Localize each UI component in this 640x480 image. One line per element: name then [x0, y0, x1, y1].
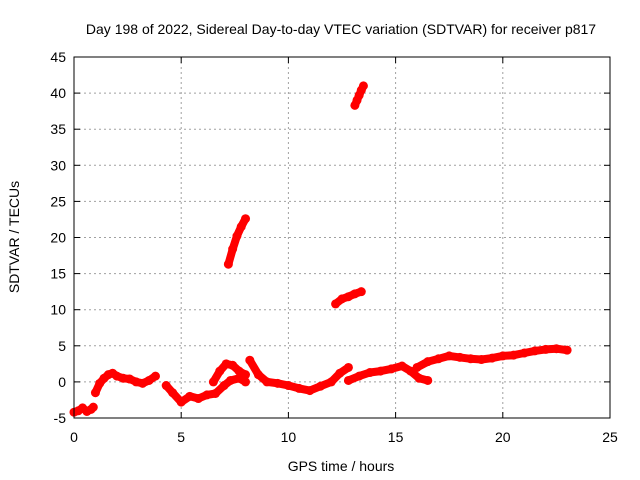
y-tick-label: 15 — [50, 266, 66, 282]
data-point — [228, 244, 238, 254]
y-tick-label: 40 — [50, 85, 66, 101]
data-point — [423, 357, 433, 367]
data-point — [487, 353, 497, 363]
data-point — [241, 377, 251, 387]
data-point — [316, 381, 326, 391]
y-axis-label: SDTVAR / TECUs — [6, 181, 22, 293]
chart-title: Day 198 of 2022, Sidereal Day-to-day VTE… — [86, 21, 596, 37]
data-point — [283, 381, 293, 391]
data-point — [551, 344, 561, 354]
series-arc-7 — [412, 344, 572, 372]
data-point — [228, 360, 238, 370]
data-point — [262, 377, 272, 387]
data-point — [211, 388, 221, 398]
data-point — [176, 397, 186, 407]
data-point — [358, 81, 368, 91]
data-point — [562, 345, 572, 355]
data-point — [208, 377, 218, 387]
y-tick-label: 25 — [50, 193, 66, 209]
data-point — [219, 381, 229, 391]
data-point — [530, 346, 540, 356]
data-point — [335, 368, 345, 378]
y-tick-label: -5 — [54, 410, 67, 426]
data-point — [144, 375, 154, 385]
data-point — [423, 375, 433, 385]
data-point — [90, 388, 100, 398]
data-point — [498, 351, 508, 361]
data-point — [245, 355, 255, 365]
data-point — [509, 350, 519, 360]
data-marks — [69, 81, 572, 417]
data-point — [215, 366, 225, 376]
x-tick-label: 20 — [495, 429, 511, 445]
y-tick-label: 5 — [58, 338, 66, 354]
data-point — [241, 214, 251, 224]
x-tick-label: 5 — [177, 429, 185, 445]
data-point — [193, 394, 203, 404]
series-arc-10 — [350, 81, 368, 110]
x-tick-label: 10 — [281, 429, 297, 445]
y-tick-label: 20 — [50, 230, 66, 246]
data-point — [414, 373, 424, 383]
data-point — [412, 362, 422, 372]
data-point — [331, 299, 341, 309]
y-tick-label: 0 — [58, 374, 66, 390]
data-point — [88, 402, 98, 412]
data-point — [223, 259, 233, 269]
data-point — [386, 364, 396, 374]
data-point — [253, 370, 263, 380]
x-tick-label: 0 — [70, 429, 78, 445]
data-point — [232, 231, 242, 241]
data-point — [161, 381, 171, 391]
data-point — [150, 371, 160, 381]
y-tick-label: 10 — [50, 302, 66, 318]
series-arc-5 — [245, 355, 353, 396]
data-point — [305, 386, 315, 396]
data-point — [444, 351, 454, 361]
series-arc-8 — [223, 214, 251, 269]
x-tick-label: 25 — [602, 429, 618, 445]
y-tick-label: 45 — [50, 49, 66, 65]
x-tick-label: 15 — [388, 429, 404, 445]
data-point — [202, 390, 212, 400]
data-point — [519, 348, 529, 358]
data-point — [236, 222, 246, 232]
y-tick-label: 35 — [50, 121, 66, 137]
x-axis-label: GPS time / hours — [288, 458, 395, 474]
data-point — [226, 375, 236, 385]
data-point — [541, 344, 551, 354]
data-point — [343, 375, 353, 385]
series-arc-4 — [208, 359, 251, 387]
series-arc-9 — [331, 287, 366, 309]
data-point — [476, 355, 486, 365]
data-point — [356, 287, 366, 297]
data-point — [376, 366, 386, 376]
data-point — [466, 354, 476, 364]
series-arc-6 — [343, 361, 433, 385]
data-point — [168, 388, 178, 398]
series-arc-2 — [90, 368, 160, 398]
data-point — [365, 368, 375, 378]
series-arc-1 — [69, 402, 98, 417]
data-point — [185, 391, 195, 401]
data-point — [397, 361, 407, 371]
data-point — [343, 362, 353, 372]
data-point — [326, 377, 336, 387]
series-arc-3 — [161, 373, 251, 407]
grid-lines — [74, 57, 610, 418]
y-tick-label: 30 — [50, 157, 66, 173]
data-point — [455, 352, 465, 362]
data-point — [354, 371, 364, 381]
data-point — [433, 354, 443, 364]
data-point — [294, 383, 304, 393]
data-point — [273, 378, 283, 388]
data-point — [241, 370, 251, 380]
